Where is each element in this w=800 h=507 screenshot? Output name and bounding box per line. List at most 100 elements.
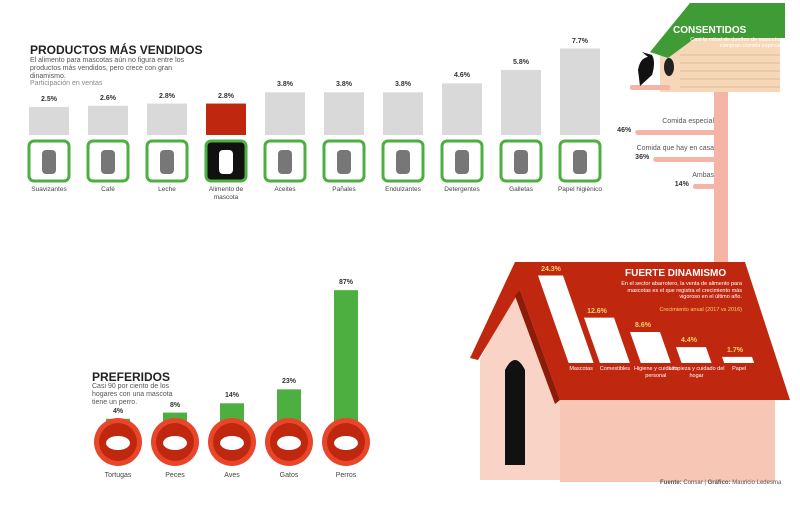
category-label: Comestibles <box>599 366 630 372</box>
bar-2 <box>147 103 187 135</box>
bar-7 <box>442 83 482 135</box>
value-label: 4.6% <box>454 72 470 80</box>
bar-8 <box>501 69 541 135</box>
value-label: 3.8% <box>336 81 352 89</box>
value-label: 12.6% <box>587 307 607 315</box>
oil-bottle-icon-glyph <box>278 150 292 174</box>
turtle-icon-glyph <box>106 436 130 450</box>
consentidos-subtitle: Casi la mitad de dueños de mascotas comp… <box>690 37 782 49</box>
bar-4 <box>265 92 305 135</box>
bar-3 <box>206 103 246 135</box>
category-label: Alimento de mascota <box>208 186 244 201</box>
detergent-bag-icon-glyph <box>455 150 469 174</box>
source-label: Fuente: <box>660 480 682 486</box>
bar-0 <box>635 130 718 135</box>
bar-3 <box>676 347 712 363</box>
value-label: 46% <box>617 127 632 134</box>
category-label: Pañales <box>332 186 356 193</box>
value-label: 2.8% <box>159 92 175 100</box>
value-label: 4% <box>112 407 124 415</box>
productos-title: PRODUCTOS MÁS VENDIDOS <box>30 43 203 57</box>
value-label: 87% <box>338 279 353 287</box>
milk-carton-icon-glyph <box>160 150 174 174</box>
bar-4 <box>334 290 358 425</box>
bar-6 <box>383 92 423 135</box>
footer: Fuente: Consar | Gráfico: Mauricio Ledes… <box>660 480 782 486</box>
perch <box>630 85 670 90</box>
preferidos-title: PREFERIDOS <box>92 370 171 384</box>
consentidos-title: CONSENTIDOS <box>673 25 747 36</box>
category-label: Detergentes <box>444 186 480 193</box>
category-label: Papel <box>732 366 747 372</box>
bar-1 <box>88 105 128 135</box>
category-label: Papel higiénico <box>557 186 603 193</box>
bar-2 <box>630 332 671 363</box>
productos-ylabel: Participación en ventas <box>30 80 103 87</box>
bar-0 <box>538 275 594 363</box>
value-label: 2.8% <box>218 92 234 100</box>
sweetener-packet-icon-glyph <box>396 150 410 174</box>
category-label: Comida que hay en casa <box>636 145 714 152</box>
value-label: 5.8% <box>513 58 529 66</box>
credit: Mauricio Ledesma <box>732 480 782 486</box>
value-label: 8.6% <box>635 322 651 330</box>
toilet-paper-icon-glyph <box>573 150 587 174</box>
cat-icon-glyph <box>277 436 301 450</box>
category-label: Café <box>101 186 115 193</box>
value-label: 23% <box>281 378 296 386</box>
category-label: Limpieza y cuidado del hogar <box>668 366 725 379</box>
value-label: 1.7% <box>727 346 743 354</box>
category-label: Perros <box>335 472 357 479</box>
fish-icon-glyph <box>163 436 187 450</box>
category-label: Aves <box>224 472 240 479</box>
dinamismo-title: FUERTE DINAMISMO <box>625 268 727 279</box>
value-label: 2.6% <box>100 94 116 102</box>
productos-subtitle: El alimento para mascotas aún no figura … <box>30 57 185 80</box>
value-label: 7.7% <box>572 37 588 45</box>
birdhouse-roof <box>650 3 785 58</box>
category-label: Galletas <box>509 186 533 193</box>
pet-food-icon-glyph <box>219 150 233 174</box>
dinamismo-ylabel: Crecimiento anual (2017 vs 2016) <box>659 307 742 313</box>
coffee-cup-icon-glyph <box>101 150 115 174</box>
bar-1 <box>653 157 718 162</box>
bar-0 <box>29 106 69 135</box>
bird-icon-glyph <box>220 436 244 450</box>
source: Consar <box>683 480 703 486</box>
birdhouse-pole <box>714 88 728 268</box>
bar-9 <box>560 48 600 136</box>
category-label: Endulzantes <box>385 186 421 193</box>
category-label: Comida especial <box>662 118 714 125</box>
value-label: 14% <box>674 181 689 188</box>
value-label: 3.8% <box>277 81 293 89</box>
dog-icon-glyph <box>334 436 358 450</box>
bar-2 <box>692 184 718 189</box>
house-wall <box>560 400 775 482</box>
bird-icon <box>638 52 654 86</box>
category-label: Leche <box>158 186 176 193</box>
category-label: Suavizantes <box>31 186 67 193</box>
value-label: 2.5% <box>41 95 57 103</box>
value-label: 24.3% <box>541 265 561 273</box>
dinamismo-subtitle: En el sector abarrotero, la venta de ali… <box>621 281 742 300</box>
diaper-icon-glyph <box>337 150 351 174</box>
category-label: Higiene y cuidado personal <box>633 366 678 379</box>
credit-label: Gráfico: <box>707 480 731 486</box>
birdhouse-hole <box>664 58 674 76</box>
value-label: 8% <box>169 401 181 409</box>
category-label: Peces <box>165 472 185 479</box>
preferidos-subtitle: Casi 90 por ciento de los hogares con un… <box>92 383 173 406</box>
bar-4 <box>722 356 755 363</box>
value-label: 3.8% <box>395 81 411 89</box>
category-label: Gatos <box>279 472 299 479</box>
value-label: 14% <box>224 392 239 400</box>
house-door <box>505 360 525 465</box>
category-label: Ambas <box>692 172 714 179</box>
value-label: 4.4% <box>681 337 697 345</box>
bar-5 <box>324 92 364 135</box>
value-label: 36% <box>635 154 650 161</box>
category-label: Tortugas <box>104 472 132 479</box>
category-label: Aceites <box>274 186 296 193</box>
